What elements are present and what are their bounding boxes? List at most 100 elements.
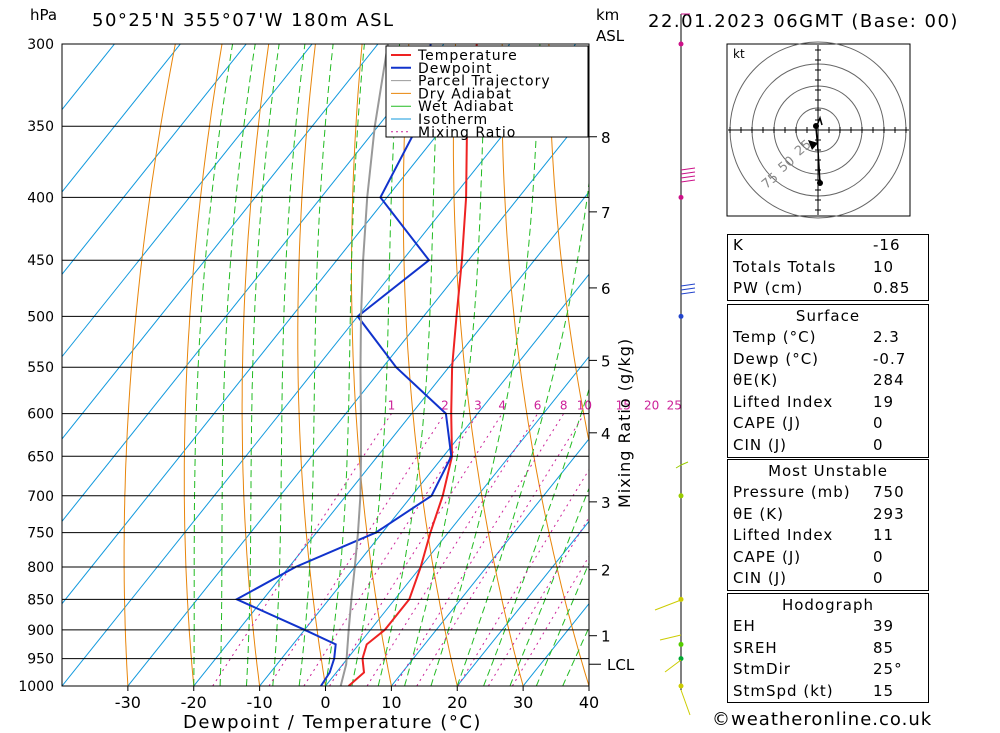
- dry-adiabat-line: [183, 44, 223, 686]
- mixing-ratio-line: [268, 413, 446, 686]
- table-row: StmSpd (kt) 15: [728, 681, 928, 703]
- pressure-tick-label: 350: [27, 119, 54, 135]
- row-value: 0.85: [873, 279, 911, 298]
- isotherm-line: [127, 108, 589, 686]
- wind-barb-low: [654, 599, 691, 716]
- legend-label: Parcel Trajectory: [418, 74, 551, 90]
- row-value: 15: [873, 681, 895, 700]
- pressure-unit-label: hPa: [30, 6, 57, 24]
- isotherm-line: [62, 44, 445, 523]
- row-label: StmSpd (kt): [733, 681, 834, 700]
- isotherm-line: [193, 191, 589, 686]
- mixing-ratio-label: 2: [441, 399, 449, 413]
- height-tick-label: 8: [601, 129, 611, 147]
- mixing-ratio-line: [366, 413, 539, 686]
- isotherm-line: [62, 44, 379, 440]
- table-row: CAPE (J) 0: [728, 413, 928, 435]
- temperature-tick-label: 0: [320, 693, 330, 712]
- wet-adiabat-line: [246, 44, 280, 686]
- dry-adiabat-line: [351, 44, 392, 686]
- dry-adiabat-line: [548, 44, 589, 444]
- temperature-tick-label: -10: [247, 693, 273, 712]
- table-row: Totals Totals 10: [728, 257, 928, 279]
- height-tick-label: 4: [601, 425, 611, 443]
- asl-label: ASL: [596, 27, 625, 45]
- row-value: 0: [873, 414, 884, 433]
- wet-adiabat-line: [298, 44, 334, 686]
- legend-label: Wet Adiabat: [418, 99, 514, 115]
- height-tick-label: 1: [601, 628, 611, 646]
- hodograph-table: Hodograph EH 39 SREH 85 StmDir 25° StmSpd (kt) 1…: [727, 593, 929, 704]
- height-tick-label: 2: [601, 562, 611, 580]
- pressure-tick-label: 400: [27, 190, 54, 206]
- row-value: 85: [873, 638, 895, 657]
- row-label: CAPE (J): [733, 414, 802, 433]
- wet-adiabat-line: [456, 179, 589, 686]
- pressure-tick-label: 850: [27, 592, 54, 608]
- temperature-tick-label: -20: [181, 693, 207, 712]
- isotherm-line: [62, 44, 313, 358]
- row-label: CAPE (J): [733, 547, 802, 566]
- mixing-ratio-line: [329, 413, 503, 686]
- isotherm-line: [456, 520, 589, 686]
- row-value: 10: [873, 257, 895, 276]
- mixing-ratio-line: [212, 413, 392, 686]
- isotherm-line: [390, 438, 589, 686]
- table-row: PW (cm) 0.85: [728, 278, 928, 300]
- mixing-ratio-axis-title: Mixing Ratio (g/kg): [615, 338, 634, 508]
- pressure-tick-label: 950: [27, 652, 54, 668]
- mixing-ratio-label: 6: [534, 399, 542, 413]
- mixing-ratio-label: 3: [474, 399, 482, 413]
- table-row: Dewp (°C) -0.7: [728, 349, 928, 371]
- row-label: Lifted Index: [733, 526, 834, 545]
- storm-motion-marker: [808, 140, 818, 150]
- wind-level-dot: [678, 656, 684, 662]
- wet-adiabat-line: [430, 44, 541, 686]
- mixing-ratio-label: 15: [616, 399, 631, 413]
- legend-label: Dewpoint: [418, 61, 493, 77]
- table-row: Temp (°C) 2.3: [728, 327, 928, 349]
- isotherm-line: [62, 44, 116, 111]
- row-value: 0: [873, 547, 884, 566]
- isotherm-line: [324, 355, 589, 686]
- row-label: StmDir: [733, 660, 791, 679]
- wind-level-dot: [678, 683, 684, 689]
- row-value: 2.3: [873, 328, 900, 346]
- dry-adiabat-line: [923, 44, 1000, 686]
- row-label: K: [733, 236, 744, 254]
- wind-level-dot: [678, 41, 684, 47]
- table-title: Most Unstable: [768, 462, 888, 480]
- temperature-tick-label: 30: [513, 693, 533, 712]
- wind-barb-700: [675, 461, 689, 469]
- table-row: θE (K) 293: [728, 504, 928, 526]
- pressure-tick-label: 1000: [18, 679, 54, 695]
- row-value: 19: [873, 392, 895, 411]
- legend-label: Dry Adiabat: [418, 86, 512, 102]
- row-value: 25°: [873, 660, 903, 679]
- isotherm-line: [258, 273, 589, 686]
- row-value: 39: [873, 617, 895, 635]
- table-row: EH 39: [728, 616, 928, 638]
- pressure-tick-label: 900: [27, 623, 54, 639]
- wind-barb-upper: [680, 13, 696, 183]
- surface-table: Surface Temp (°C) 2.3 Dewp (°C) -0.7 θE(K) 284…: [727, 304, 929, 458]
- location-title: 50°25'N 355°07'W 180m ASL: [92, 10, 395, 31]
- table-row: StmDir 25°: [728, 659, 928, 681]
- footer-credit: ©weatheronline.co.uk: [712, 709, 933, 730]
- table-row: Lifted Index 11: [728, 525, 928, 547]
- mixing-ratio-line: [457, 468, 589, 686]
- row-label: Temp (°C): [733, 328, 817, 346]
- table-row: Pressure (mb) 750: [728, 482, 928, 504]
- table-row: SREH 85: [728, 638, 928, 660]
- row-value: 0: [873, 569, 884, 588]
- mixing-ratio-label: 1: [388, 399, 396, 413]
- wet-adiabat-line: [219, 44, 256, 686]
- height-tick-label: 7: [601, 204, 611, 222]
- table-row: CAPE (J) 0: [728, 547, 928, 569]
- wind-profile: [654, 13, 696, 716]
- dry-adiabat-line: [123, 44, 176, 686]
- isotherm-line: [62, 44, 181, 193]
